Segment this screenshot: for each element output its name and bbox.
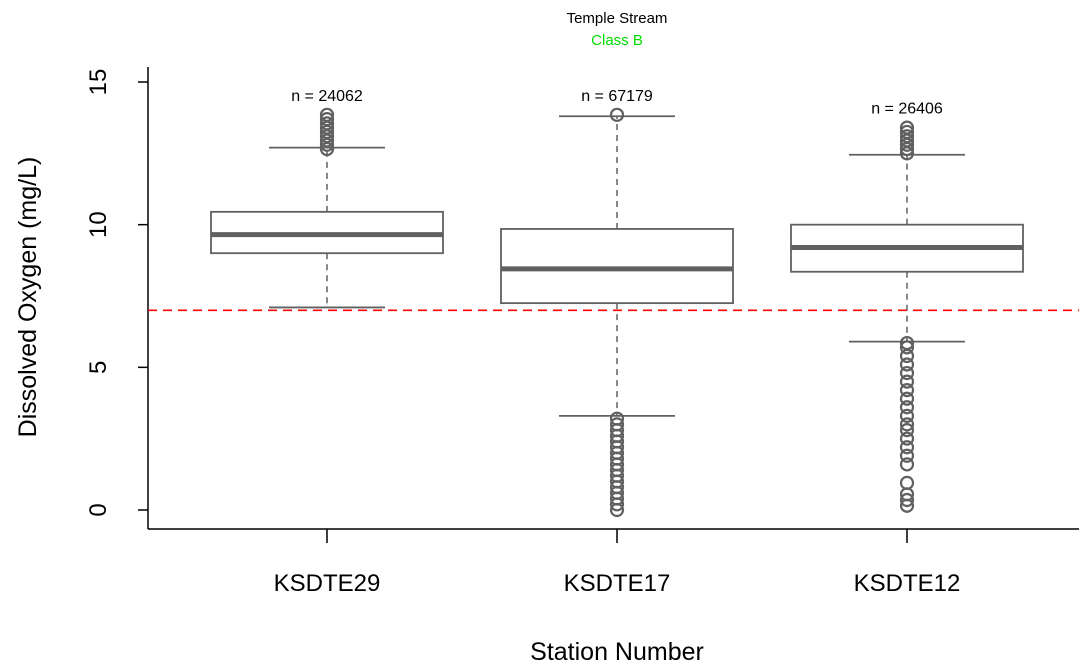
outlier-point [899, 423, 915, 438]
chart-subtitle: Class B [591, 32, 643, 49]
outlier-point [319, 116, 335, 131]
n-label: n = 24062 [291, 88, 363, 105]
outlier-point [899, 335, 915, 351]
outlier-point [899, 340, 915, 355]
outlier-point [899, 374, 915, 389]
outlier-point [609, 107, 625, 122]
outlier-point [899, 383, 915, 398]
y-tick-label: 0 [85, 503, 112, 516]
outlier-point [899, 365, 915, 381]
outlier-point [899, 120, 915, 135]
y-tick-label: 15 [85, 69, 112, 96]
outlier-point [899, 408, 915, 423]
outlier-point [899, 357, 915, 372]
box [500, 228, 734, 305]
x-tick-label: KSDTE12 [854, 570, 961, 597]
outlier-point [899, 400, 915, 415]
outlier-point [899, 124, 915, 140]
y-axis-label: Dissolved Oxygen (mg/L) [14, 157, 42, 438]
plot-area: 0 5 10 15 KSDTE29 n = 24062 KSDTE17 n = 67179 KS… [85, 67, 1079, 597]
outlier-point [899, 440, 915, 455]
outlier-point [899, 431, 915, 446]
chart-title: Temple Stream [567, 10, 668, 27]
outlier-point [899, 391, 915, 406]
outlier-point [609, 411, 625, 426]
n-label: n = 26406 [871, 101, 943, 118]
outlier-point [899, 448, 915, 463]
x-axis-label: Station Number [530, 638, 704, 666]
outlier-point [899, 129, 915, 144]
y-tick-label: 5 [85, 361, 112, 374]
outlier-point [899, 475, 915, 490]
n-label: n = 67179 [581, 88, 653, 105]
x-tick-label: KSDTE17 [564, 570, 671, 597]
outlier-point [899, 492, 915, 508]
x-tick-label: KSDTE29 [274, 570, 381, 597]
outlier-point [319, 107, 335, 122]
outlier-point [899, 457, 915, 472]
outlier-point [609, 417, 625, 432]
y-tick-label: 10 [85, 211, 112, 238]
outlier-point [899, 417, 915, 432]
outlier-point [319, 111, 335, 127]
